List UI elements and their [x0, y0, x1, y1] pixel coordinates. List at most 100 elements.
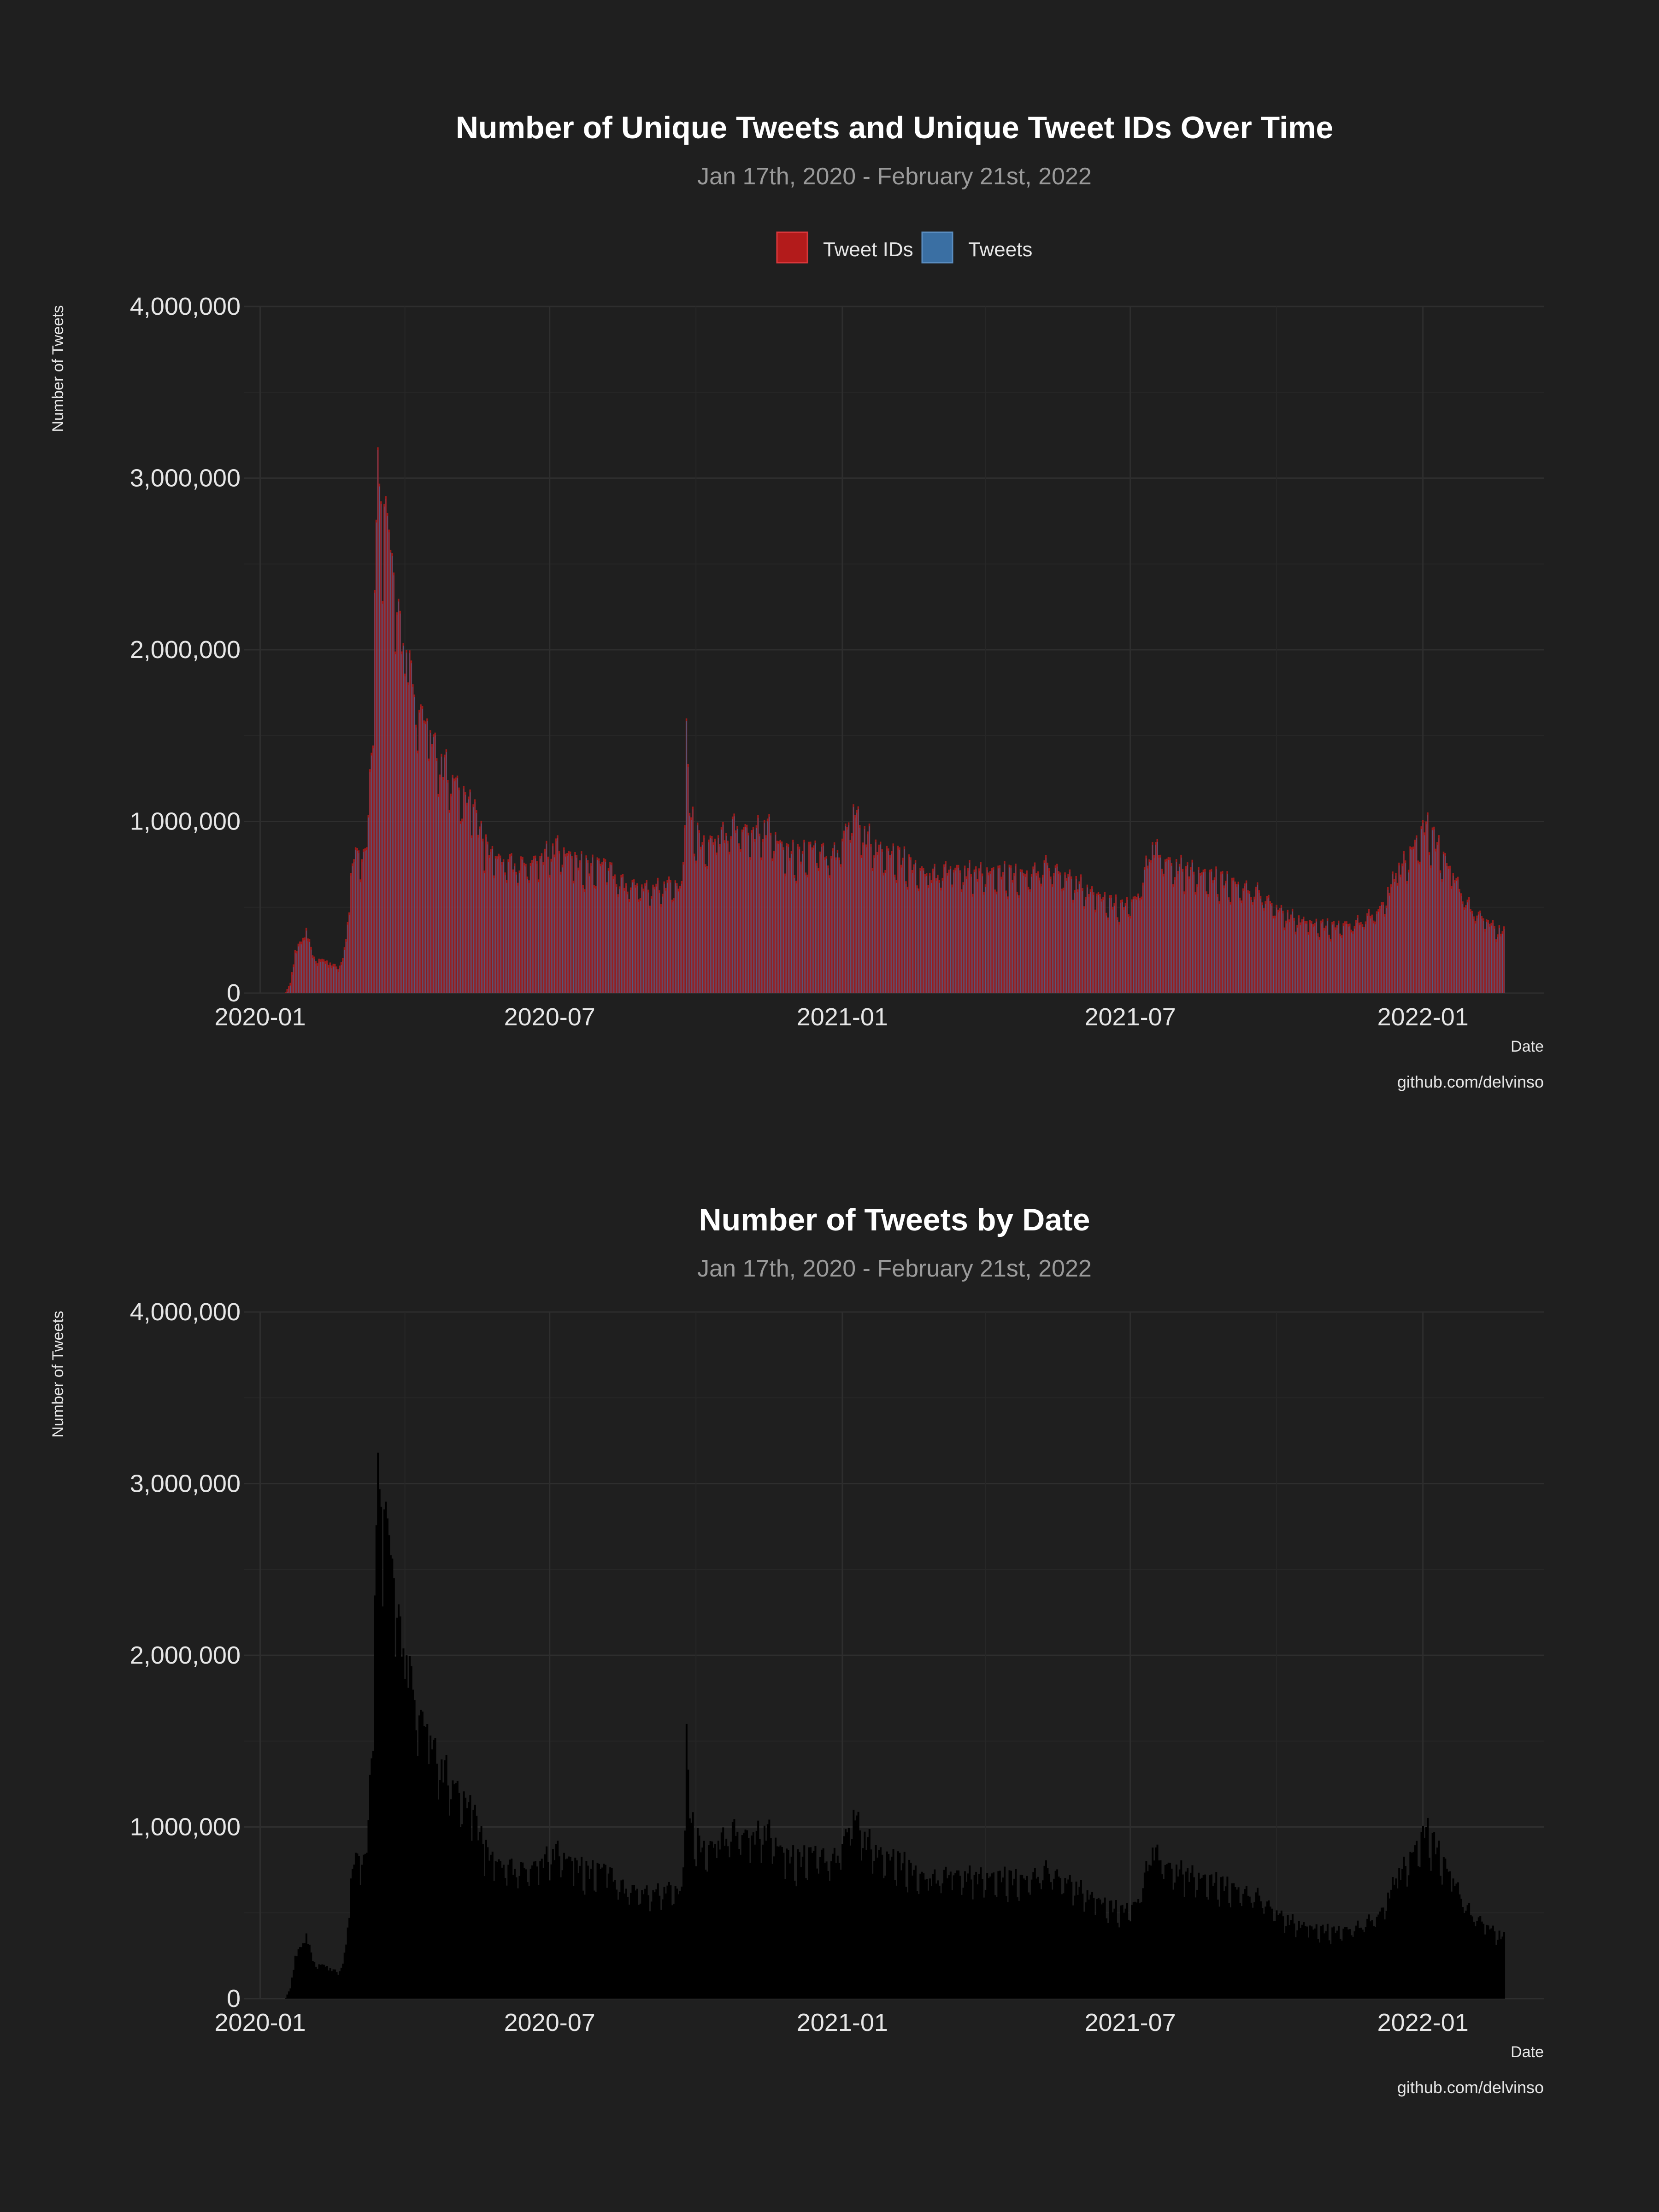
bar-tweets-by-date: [615, 1889, 618, 1999]
bar-tweets-by-date: [862, 1848, 865, 1999]
bar-tweets-by-date: [1355, 1925, 1358, 1999]
bar-tweets-by-date: [1307, 1937, 1310, 1999]
bar-tweets: [1117, 920, 1118, 993]
bar-tweets-by-date: [1123, 1912, 1125, 1999]
bar-tweets-by-date: [638, 1905, 640, 1999]
bar-tweets-by-date: [630, 1893, 632, 1999]
bar-tweets-by-date: [487, 1847, 489, 1999]
bar-tweets-by-date: [666, 1885, 669, 1999]
bar-tweets-by-date: [1194, 1897, 1197, 1999]
bar-tweets: [1440, 873, 1441, 993]
bar-tweets-by-date: [1411, 1853, 1413, 1999]
x-tick-label: 2020-07: [504, 2009, 595, 2036]
bar-tweets-by-date: [867, 1837, 869, 1999]
bar-tweets-by-date: [779, 1845, 782, 1999]
bar-tweets-by-date: [1490, 1928, 1493, 1999]
bar-tweets: [600, 866, 601, 993]
bar-tweets-by-date: [844, 1829, 847, 1999]
bar-tweets-by-date: [781, 1847, 783, 1999]
bar-tweets-by-date: [1085, 1902, 1087, 1999]
bar-tweets-by-date: [611, 1868, 613, 1999]
bar-tweets-by-date: [677, 1894, 680, 1999]
x-tick-label: 2020-01: [214, 2009, 306, 2036]
bar-tweets-by-date: [1129, 1921, 1131, 1999]
bar-tweets-by-date: [1228, 1903, 1230, 1999]
bar-tweets: [1327, 921, 1328, 993]
bar-tweets: [1305, 924, 1306, 993]
x-tick-label: 2022-01: [1377, 1003, 1469, 1031]
bar-tweets-by-date: [541, 1859, 543, 1999]
bar-tweets-by-date: [1086, 1890, 1088, 1999]
bar-tweets-by-date: [493, 1881, 495, 1999]
bar-tweets: [654, 889, 655, 993]
bar-tweets-by-date: [1481, 1921, 1483, 1999]
bar-tweets: [1112, 909, 1113, 993]
bar-tweets-by-date: [345, 1944, 347, 1999]
bar-tweets: [966, 879, 967, 993]
bar-tweets-by-date: [1199, 1878, 1201, 1999]
bar-tweets-by-date: [517, 1888, 519, 1999]
bar-tweets: [1443, 854, 1444, 993]
bar-tweets: [1211, 871, 1212, 993]
bar-tweets: [708, 842, 709, 993]
bar-tweets-by-date: [1236, 1889, 1238, 1999]
bar-tweets: [377, 450, 378, 994]
bar-tweets: [740, 852, 741, 993]
y-tick-label: 1,000,000: [130, 1813, 241, 1841]
bar-tweets-by-date: [1035, 1878, 1038, 1999]
bar-tweets-by-date: [1344, 1927, 1346, 1999]
bar-tweets-by-date: [491, 1851, 494, 1999]
bar-tweets-by-date: [353, 1865, 355, 1999]
bar-tweets-by-date: [1353, 1931, 1356, 1999]
bar-tweets-by-date: [318, 1964, 320, 1999]
bar-tweets-by-date: [946, 1878, 948, 1999]
bar-tweets-by-date: [1404, 1866, 1407, 1999]
bar-tweets-by-date: [305, 1933, 307, 1999]
bar-tweets-by-date: [1100, 1904, 1103, 1999]
bar-tweets-by-date: [636, 1888, 638, 1999]
bar-tweets-by-date: [434, 1738, 436, 1999]
bar-tweets-by-date: [1360, 1927, 1362, 1999]
chart2-title: Number of Tweets by Date: [699, 1202, 1090, 1237]
bar-tweets-by-date: [620, 1880, 623, 1999]
bar-tweets-by-date: [342, 1964, 344, 1999]
bar-tweets-by-date: [1414, 1845, 1416, 1999]
bar-tweets: [950, 869, 951, 993]
bar-tweets-by-date: [1131, 1905, 1133, 1999]
bar-tweets-by-date: [1094, 1915, 1096, 1999]
bar-tweets-by-date: [581, 1857, 583, 1999]
bar-tweets: [1306, 924, 1307, 993]
bar-tweets-by-date: [1139, 1903, 1141, 1999]
bar-tweets-by-date: [499, 1861, 502, 1999]
bar-tweets-by-date: [838, 1863, 841, 1999]
bar-tweets: [835, 860, 836, 993]
bar-tweets-by-date: [399, 1616, 401, 1999]
bar-tweets-by-date: [790, 1856, 793, 1999]
bar-tweets-by-date: [854, 1820, 856, 1999]
bar-tweets-by-date: [601, 1867, 603, 1999]
bar-tweets-by-date: [558, 1856, 560, 1999]
bar-tweets-by-date: [1089, 1894, 1092, 1999]
bar-tweets: [1195, 894, 1196, 993]
bar-tweets-by-date: [1161, 1874, 1163, 1999]
bar-tweets-by-date: [374, 1595, 376, 1999]
bar-tweets-by-date: [1115, 1900, 1117, 1999]
bar-tweets-by-date: [1252, 1907, 1254, 1999]
bar-tweets-by-date: [746, 1830, 748, 1999]
bar-tweets-by-date: [744, 1830, 747, 1999]
bar-tweets: [425, 724, 426, 993]
bar-tweets: [1085, 900, 1086, 993]
bar-tweets-by-date: [1488, 1929, 1491, 1999]
bar-tweets-by-date: [1296, 1930, 1299, 1999]
bar-tweets: [1338, 923, 1339, 993]
bar-tweets-by-date: [821, 1849, 823, 1999]
bar-tweets-by-date: [607, 1873, 610, 1999]
bar-tweets-by-date: [1034, 1868, 1036, 1999]
bar-tweets-by-date: [1113, 1908, 1116, 1999]
bar-tweets: [1198, 870, 1199, 993]
bar-tweets: [1088, 897, 1089, 993]
bar-tweets: [584, 892, 585, 993]
bar-tweets-by-date: [860, 1860, 863, 1999]
bar-tweets: [638, 902, 639, 993]
bar-tweets-by-date: [585, 1861, 588, 1999]
